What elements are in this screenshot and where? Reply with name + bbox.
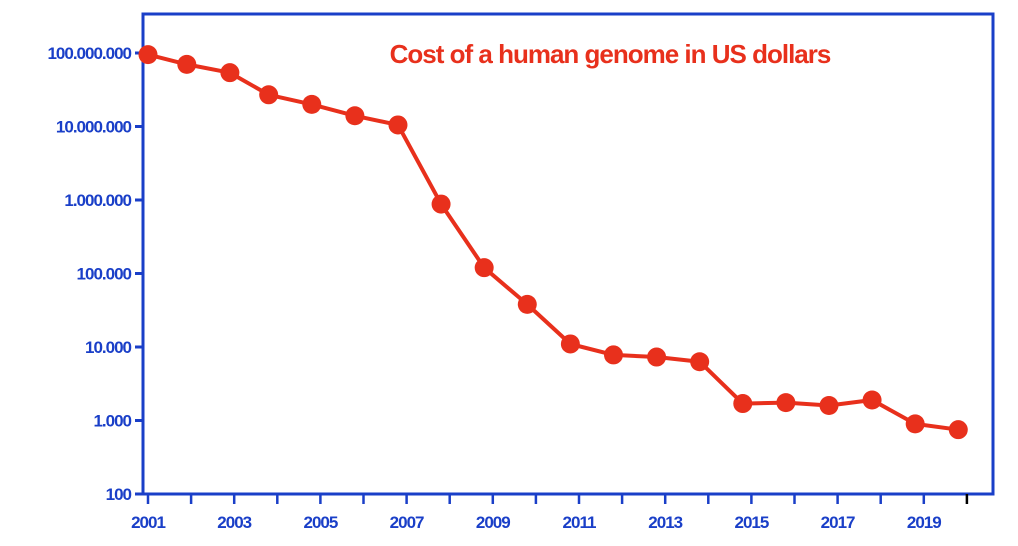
y-tick-label: 10.000 xyxy=(85,338,132,357)
y-tick-label: 1.000.000 xyxy=(64,191,131,210)
x-tick-label: 2011 xyxy=(563,513,596,532)
data-point xyxy=(474,258,494,278)
data-point xyxy=(345,106,365,126)
data-point xyxy=(690,352,710,372)
series-markers xyxy=(138,45,968,440)
data-point xyxy=(259,85,279,105)
data-point xyxy=(603,345,623,365)
data-point xyxy=(388,115,408,135)
x-tick-label: 2003 xyxy=(217,513,251,532)
series-line xyxy=(147,52,959,432)
x-tick-label: 2013 xyxy=(648,513,682,532)
x-tick-label: 2001 xyxy=(131,513,165,532)
data-point xyxy=(431,194,451,214)
data-point xyxy=(517,294,537,314)
x-tick-label: 2007 xyxy=(390,513,424,532)
y-tick-label: 100.000.000 xyxy=(47,44,131,63)
data-point xyxy=(647,347,667,367)
plot-frame xyxy=(141,12,995,496)
data-point xyxy=(905,414,925,434)
x-tick-label: 2005 xyxy=(303,513,337,532)
data-point xyxy=(862,390,882,410)
y-tick-label: 10.000.000 xyxy=(56,118,132,137)
y-tick-label: 100.000 xyxy=(77,265,132,284)
data-point xyxy=(177,54,197,74)
data-point xyxy=(819,395,839,415)
data-point xyxy=(733,394,753,414)
data-point xyxy=(948,420,968,440)
x-tick-label: 2015 xyxy=(734,513,768,532)
chart-title: Cost of a human genome in US dollars xyxy=(390,39,831,69)
data-point xyxy=(220,63,240,83)
data-point xyxy=(302,94,322,114)
x-tick-label: 2017 xyxy=(821,513,855,532)
x-tick-label: 2019 xyxy=(907,513,941,532)
data-point xyxy=(776,393,796,413)
x-tick-label: 2009 xyxy=(476,513,510,532)
y-axis: 100 1.000 10.000 100.000 1.000.000 10.000.000… xyxy=(47,44,143,504)
y-tick-label: 1.000 xyxy=(93,412,131,431)
data-point xyxy=(138,45,158,65)
x-axis: 2001 2003 2005 2007 2009 2011 2013 2015 2017 2019 xyxy=(131,494,969,532)
data-point xyxy=(560,334,580,354)
y-tick-label: 100 xyxy=(106,485,132,504)
